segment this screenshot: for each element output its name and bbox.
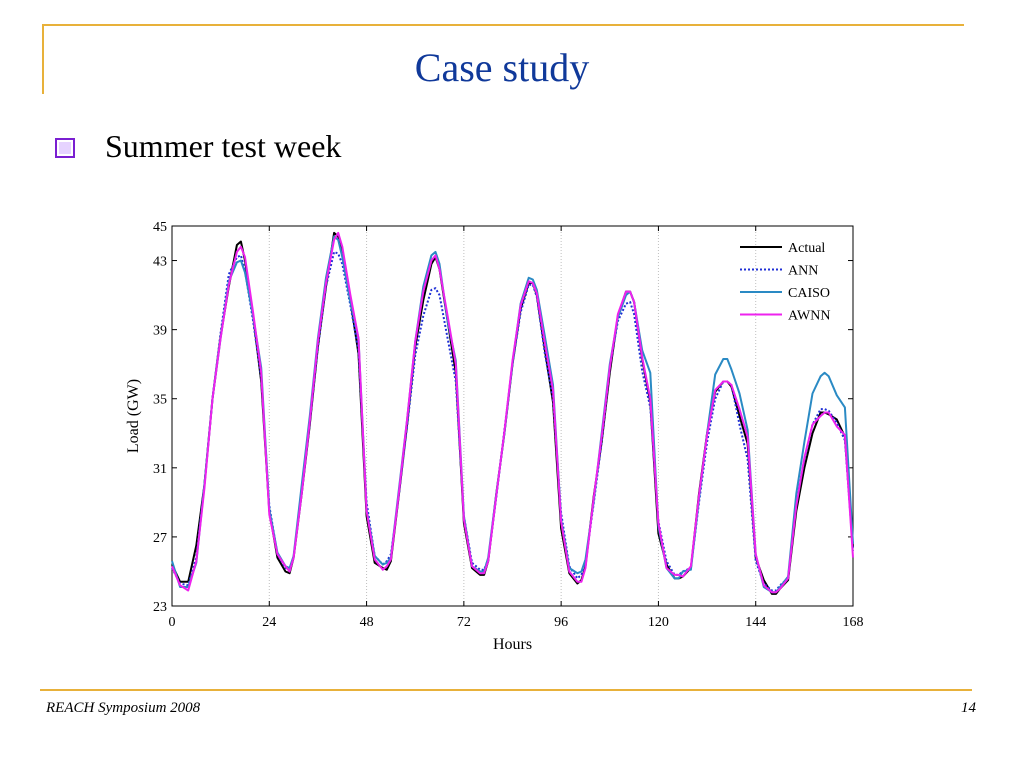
x-tick-label-120: 120 <box>648 615 669 630</box>
x-tick-label-24: 24 <box>262 615 276 630</box>
header-rule-left <box>42 24 44 94</box>
legend-label-awnn: AWNN <box>788 309 830 324</box>
y-tick-label-35: 35 <box>153 393 167 408</box>
bullet-text: Summer test week <box>105 128 342 164</box>
legend-label-caiso: CAISO <box>788 286 830 301</box>
x-tick-label-0: 0 <box>169 615 176 630</box>
x-tick-label-72: 72 <box>457 615 471 630</box>
page-number: 14 <box>961 700 976 716</box>
x-tick-label-48: 48 <box>360 615 374 630</box>
y-tick-label-45: 45 <box>153 220 167 235</box>
grid-lines <box>268 226 757 606</box>
slide-title: Case study <box>414 45 590 90</box>
footer-rule <box>40 689 972 691</box>
axis-ticks: 0 24 48 72 96 120 144 168 23 27 31 35 39 43 45 <box>153 220 864 630</box>
series-lines <box>171 231 854 595</box>
x-tick-label-144: 144 <box>745 615 766 630</box>
y-tick-label-27: 27 <box>153 531 167 546</box>
y-tick-label-31: 31 <box>153 462 167 477</box>
header-rule-top <box>42 24 964 26</box>
footer-event: REACH Symposium 2008 <box>46 700 201 716</box>
load-chart: 0 24 48 72 96 120 144 168 23 27 31 35 39 43 45 Hours L… <box>125 220 864 653</box>
x-axis-label: Hours <box>493 636 532 653</box>
legend-label-ann: ANN <box>788 264 818 279</box>
series-awnn-line <box>171 231 854 594</box>
x-tick-label-168: 168 <box>843 615 864 630</box>
y-tick-label-43: 43 <box>153 255 167 270</box>
legend-label-actual: Actual <box>788 241 825 256</box>
y-tick-label-23: 23 <box>153 600 167 615</box>
y-axis-label: Load (GW) <box>125 379 142 453</box>
legend: Actual ANN CAISO AWNN <box>740 241 830 324</box>
bullet-icon <box>55 138 75 158</box>
plot-frame <box>171 225 854 607</box>
x-tick-label-96: 96 <box>554 615 568 630</box>
y-tick-label-39: 39 <box>153 324 167 339</box>
